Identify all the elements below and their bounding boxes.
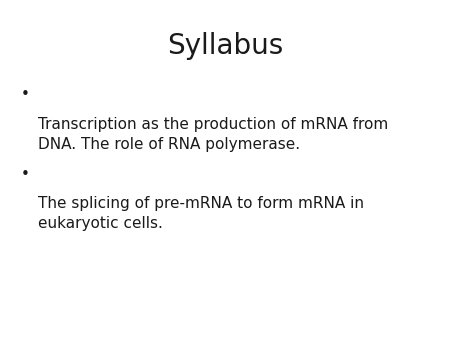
Text: The splicing of pre-mRNA to form mRNA in
eukaryotic cells.: The splicing of pre-mRNA to form mRNA in… — [38, 196, 364, 232]
Text: •: • — [20, 167, 29, 182]
Text: Syllabus: Syllabus — [167, 32, 283, 59]
Text: •: • — [20, 87, 29, 102]
Text: Transcription as the production of mRNA from
DNA. The role of RNA polymerase.: Transcription as the production of mRNA … — [38, 117, 388, 152]
